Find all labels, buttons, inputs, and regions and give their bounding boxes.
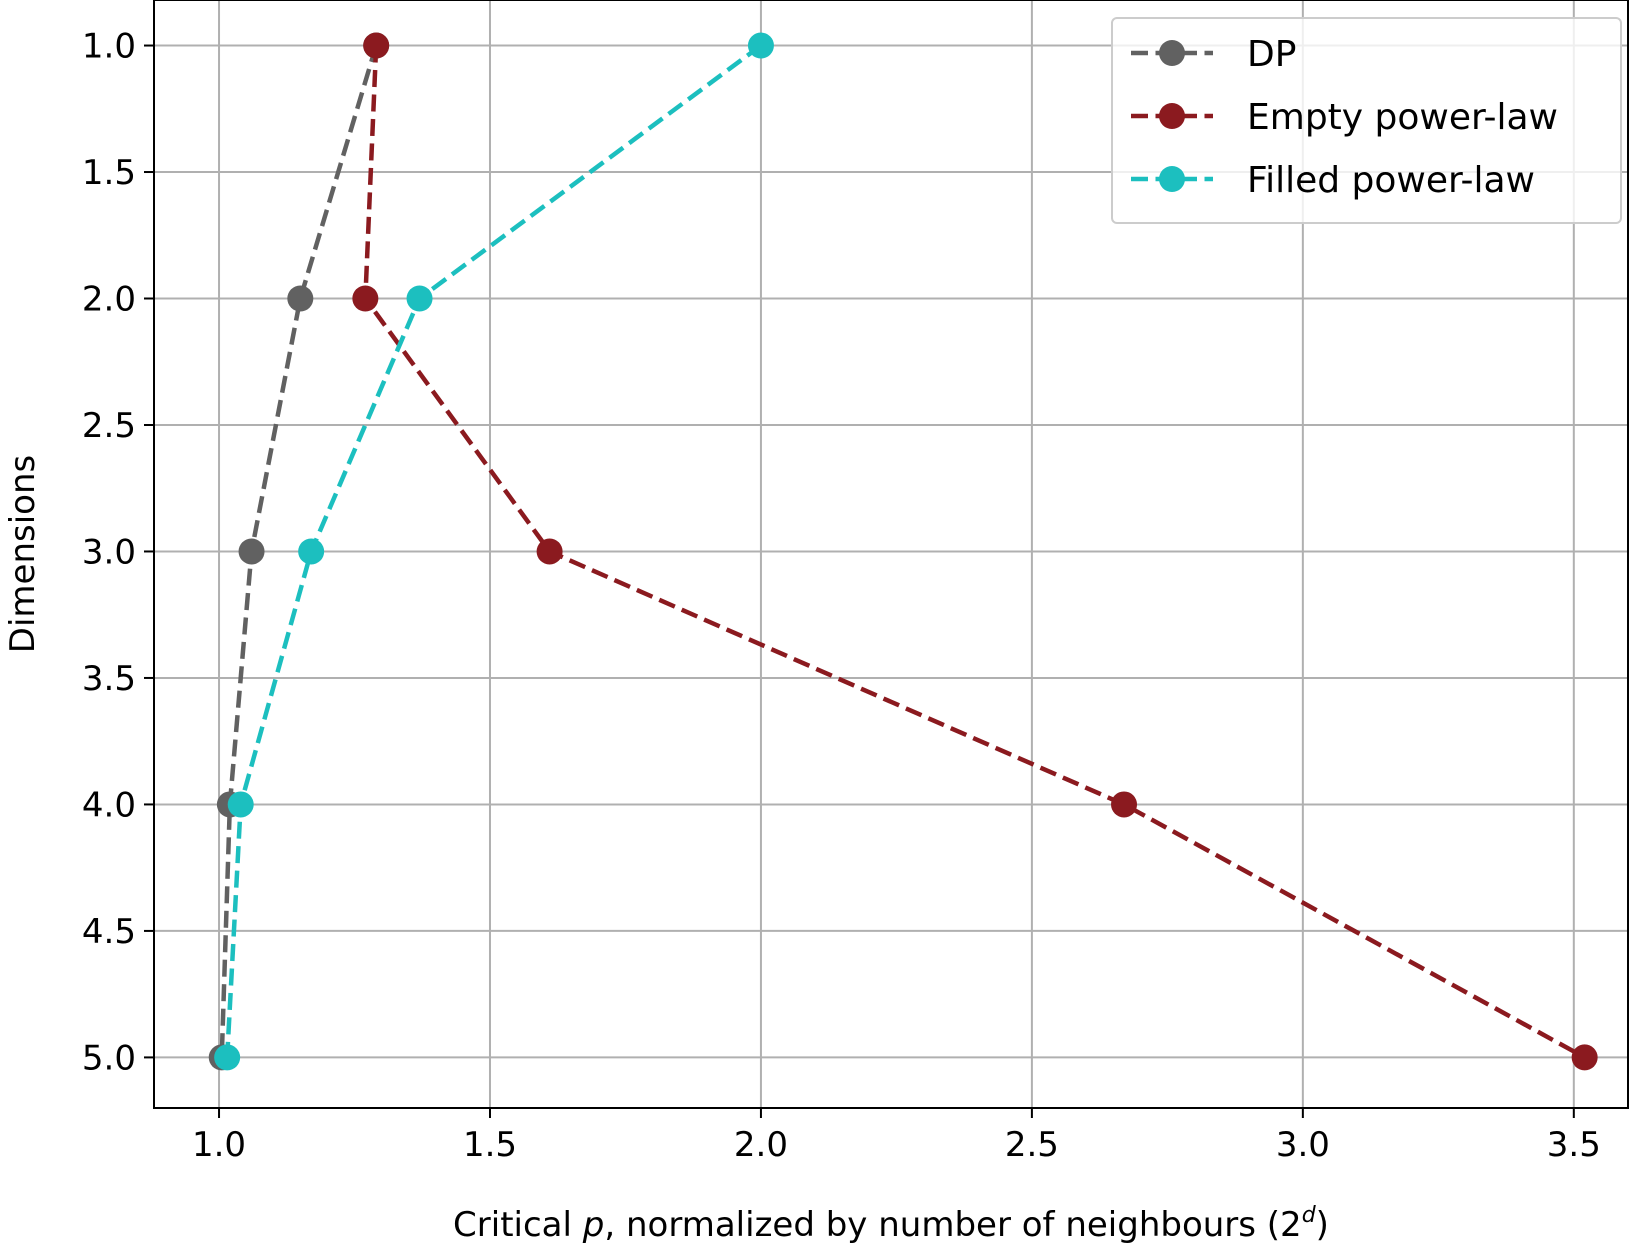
- data-point: [214, 1044, 241, 1071]
- data-point: [1571, 1044, 1598, 1071]
- data-point: [747, 32, 774, 59]
- data-point: [287, 285, 314, 312]
- data-point: [238, 538, 265, 565]
- x-axis-label-prefix: Critical: [453, 1205, 583, 1245]
- y-tick-label: 2.0: [82, 280, 136, 320]
- x-axis-label-middle: , normalized by number of neighbours (2: [604, 1205, 1301, 1245]
- axis-ticks: 1.0 1.5 2.0 2.5 3.0 3.5 1.0 1.5 2.0 2.5 3.0 3.5 4.0 4…: [82, 27, 1601, 1165]
- x-axis-label: Critical p, normalized by number of neig…: [453, 1203, 1329, 1245]
- legend-marker: [1159, 166, 1185, 192]
- y-tick-label: 3.5: [82, 659, 136, 699]
- y-tick-label: 5.0: [82, 1038, 136, 1078]
- x-axis-label-variable: p: [582, 1205, 605, 1245]
- y-tick-label: 1.5: [82, 153, 136, 193]
- y-tick-label: 4.5: [82, 912, 136, 952]
- legend-label: Filled power-law: [1247, 160, 1535, 201]
- series-2: [352, 32, 1598, 1071]
- x-tick-label: 3.0: [1276, 1125, 1330, 1165]
- data-point: [363, 32, 390, 59]
- legend-item: Filled power-law: [1131, 160, 1535, 201]
- x-tick-label: 1.5: [463, 1125, 517, 1165]
- x-axis-label-suffix: ): [1316, 1205, 1329, 1245]
- x-axis-label-superscript: d: [1302, 1203, 1317, 1228]
- legend-item: DP: [1131, 34, 1296, 75]
- legend: DP Empty power-law Filled power-law: [1111, 17, 1622, 224]
- y-tick-label: 3.0: [82, 532, 136, 572]
- x-tick-label: 1.0: [192, 1125, 246, 1165]
- x-tick-label: 2.0: [734, 1125, 788, 1165]
- y-tick-label: 1.0: [82, 27, 136, 67]
- y-tick-label: 2.5: [82, 406, 136, 446]
- legend-label: Empty power-law: [1247, 97, 1558, 138]
- legend-marker: [1159, 103, 1185, 129]
- plot-series: [208, 32, 1598, 1071]
- legend-item: Empty power-law: [1131, 97, 1558, 138]
- data-point: [1111, 791, 1138, 818]
- data-point: [536, 538, 563, 565]
- grid: [154, 0, 1628, 1108]
- data-point: [227, 791, 254, 818]
- x-tick-label: 3.5: [1547, 1125, 1601, 1165]
- data-point: [406, 285, 433, 312]
- series-3: [214, 32, 774, 1071]
- legend-box: [1111, 17, 1622, 224]
- y-axis-label: Dimensions: [3, 455, 43, 653]
- x-tick-label: 2.5: [1005, 1125, 1059, 1165]
- legend-marker: [1159, 40, 1185, 66]
- y-tick-label: 4.0: [82, 785, 136, 825]
- data-point: [352, 285, 379, 312]
- legend-label: DP: [1247, 34, 1296, 75]
- data-point: [298, 538, 325, 565]
- plot-frame: [153, 0, 1629, 1109]
